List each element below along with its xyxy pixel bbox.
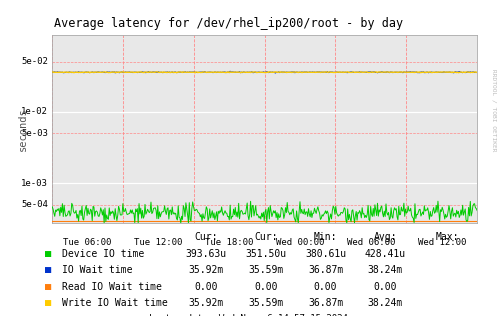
Text: 0.00: 0.00 [194,282,218,292]
Text: ■: ■ [45,265,51,275]
Text: Last update: Wed Nov  6 14:57:15 2024: Last update: Wed Nov 6 14:57:15 2024 [149,314,348,316]
Text: Write IO Wait time: Write IO Wait time [62,298,168,308]
Text: 393.63u: 393.63u [186,249,227,259]
Text: 0.00: 0.00 [314,282,337,292]
Text: ■: ■ [45,249,51,259]
Text: 0.00: 0.00 [254,282,278,292]
Text: Average latency for /dev/rhel_ip200/root - by day: Average latency for /dev/rhel_ip200/root… [54,17,403,30]
Text: Wed 06:00: Wed 06:00 [347,238,395,247]
Text: 5e-03: 5e-03 [21,129,48,138]
Text: Tue 12:00: Tue 12:00 [134,238,182,247]
Text: 36.87m: 36.87m [308,298,343,308]
Text: 35.92m: 35.92m [189,265,224,275]
Text: 1e-02: 1e-02 [21,107,48,116]
Text: 36.87m: 36.87m [308,265,343,275]
Text: Avg:: Avg: [373,232,397,242]
Text: 1e-03: 1e-03 [21,179,48,188]
Text: 38.24m: 38.24m [368,265,403,275]
Text: 351.50u: 351.50u [246,249,286,259]
Text: 35.59m: 35.59m [248,298,283,308]
Text: 5e-04: 5e-04 [21,200,48,209]
Text: Read IO Wait time: Read IO Wait time [62,282,162,292]
Text: 428.41u: 428.41u [365,249,406,259]
Text: RRDTOOL / TOBI OETIKER: RRDTOOL / TOBI OETIKER [491,69,496,152]
Text: Wed 00:00: Wed 00:00 [276,238,324,247]
Text: Min:: Min: [314,232,337,242]
Text: Max:: Max: [435,232,459,242]
Text: Cur:: Cur: [254,232,278,242]
Text: 380.61u: 380.61u [305,249,346,259]
Text: Cur:: Cur: [194,232,218,242]
Text: 35.92m: 35.92m [189,298,224,308]
Text: 35.59m: 35.59m [248,265,283,275]
Text: Wed 12:00: Wed 12:00 [417,238,466,247]
Text: IO Wait time: IO Wait time [62,265,133,275]
Text: 5e-02: 5e-02 [21,58,48,66]
Text: Tue 06:00: Tue 06:00 [64,238,112,247]
Text: 38.24m: 38.24m [368,298,403,308]
Text: Tue 18:00: Tue 18:00 [205,238,253,247]
Text: seconds: seconds [17,107,27,151]
Text: ■: ■ [45,298,51,308]
Text: ■: ■ [45,282,51,292]
Text: 0.00: 0.00 [373,282,397,292]
Text: Device IO time: Device IO time [62,249,144,259]
